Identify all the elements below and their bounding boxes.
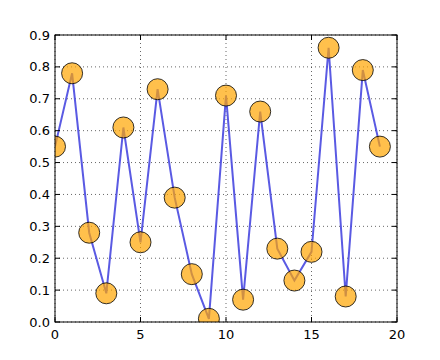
y-tick [55,66,60,67]
marker [181,264,202,285]
marker [267,238,288,259]
x-tick-label: 15 [303,327,320,342]
x-tick-label: 0 [51,327,59,342]
y-tick-label: 0.3 [29,219,50,234]
y-grid-line [55,66,397,67]
y-tick-label: 0.1 [29,283,50,298]
marker [198,308,219,322]
marker [62,63,83,84]
x-grid-line [140,35,141,322]
x-tick [397,317,398,322]
x-tick-label: 10 [218,327,235,342]
marker [301,241,322,262]
y-tick-label: 0.7 [29,91,50,106]
x-grid-line [226,35,227,322]
y-tick [392,226,397,227]
plot-area [55,37,390,322]
x-grid-line [311,35,312,322]
y-grid-line [55,130,397,131]
marker [96,283,117,304]
y-tick-label: 0.9 [29,28,50,43]
y-tick [55,322,60,323]
marker [113,117,134,138]
x-tick [55,35,56,40]
y-tick [55,35,60,36]
chart: 0 5 10 15 20 0.0 0.1 0.2 0.3 0.4 0.5 0.6 0.7 0.8 0.9 [0,0,440,360]
y-tick [392,322,397,323]
marker [233,289,254,310]
x-tick [55,317,56,322]
x-tick [311,317,312,322]
y-tick-label: 0.0 [29,315,50,330]
y-grid-line [55,258,397,259]
y-grid-line [55,162,397,163]
y-tick [55,162,60,163]
x-tick-label: 20 [389,327,406,342]
y-tick [392,130,397,131]
marker [55,136,66,157]
y-tick [55,98,60,99]
y-tick-label: 0.2 [29,251,50,266]
y-tick [392,98,397,99]
x-tick [226,35,227,40]
x-tick-label: 5 [136,327,144,342]
y-tick-label: 0.8 [29,59,50,74]
marker [335,286,356,307]
y-tick [392,258,397,259]
y-grid-line [55,226,397,227]
marker [250,101,271,122]
x-tick [397,35,398,40]
x-tick [311,35,312,40]
y-tick [392,35,397,36]
y-tick [392,194,397,195]
marker [318,37,339,58]
y-tick [55,290,60,291]
marker [164,187,185,208]
marker [284,270,305,291]
y-tick [55,258,60,259]
y-tick [55,226,60,227]
x-tick [140,317,141,322]
y-tick-label: 0.4 [29,187,50,202]
y-tick [392,162,397,163]
y-tick [55,194,60,195]
y-grid-line [55,194,397,195]
marker [79,222,100,243]
marker [130,232,151,253]
series-line [55,48,380,319]
marker [216,85,237,106]
y-tick [392,290,397,291]
y-tick [55,130,60,131]
x-tick [226,317,227,322]
y-tick [392,66,397,67]
marker [352,60,373,81]
y-tick-label: 0.6 [29,123,50,138]
marker [369,136,390,157]
y-tick-label: 0.5 [29,155,50,170]
x-tick [140,35,141,40]
plot-frame [55,35,397,322]
marker [147,79,168,100]
